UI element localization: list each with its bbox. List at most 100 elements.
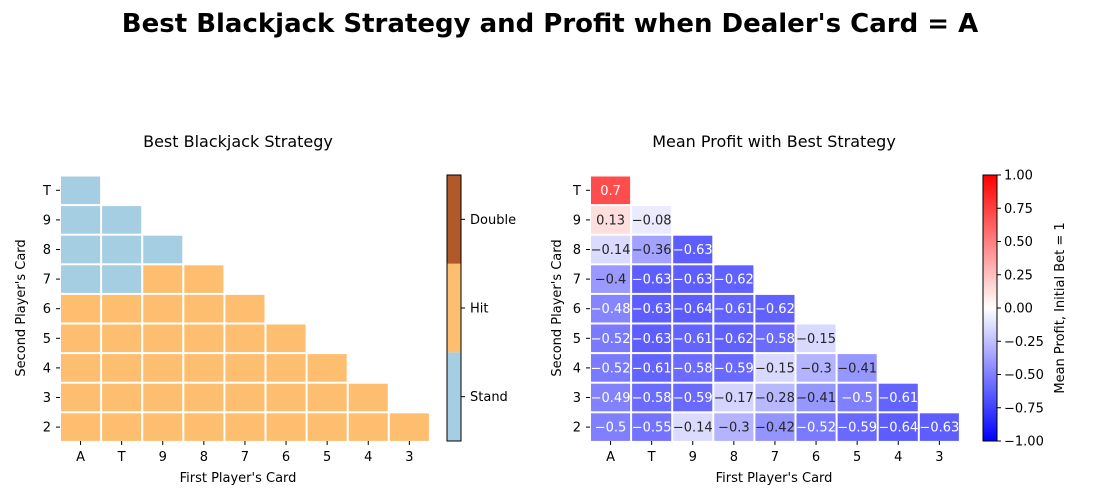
profit-y-tick-label: T [572, 184, 581, 199]
profit-cells: 0.70.13 −0.08−0.14 −0.36 −0.63−0.4 −0.63 −0.6… [591, 176, 959, 441]
strategy-cell-hit [225, 294, 265, 323]
profit-x-tick-label: 7 [771, 450, 779, 465]
strategy-y-tick-label: 6 [43, 302, 51, 317]
strategy-cell-hit [266, 383, 306, 412]
profit-cell [714, 265, 754, 293]
profit-cell-label: −0.15 [796, 332, 836, 347]
strategy-cell-hit [184, 354, 224, 382]
profit-cell [632, 235, 672, 264]
profit-colorbar-tick-label: −1.00 [1004, 435, 1044, 450]
strategy-cell-hit [184, 294, 224, 323]
profit-cell-label: −0.63 [673, 243, 713, 258]
profit-colorbar-tick-label: −0.50 [1004, 368, 1044, 383]
profit-xlabel: First Player's Card [716, 471, 833, 486]
strategy-cell-hit [348, 413, 388, 441]
profit-panel: Mean Profit with Best Strategy First Pla… [550, 132, 1068, 486]
strategy-colorbar: Stand Hit Double [446, 174, 516, 442]
profit-cell [591, 413, 631, 441]
strategy-cell-hit [225, 413, 265, 441]
profit-cell-label: −0.3 [800, 361, 832, 376]
profit-cell [673, 354, 713, 382]
strategy-cell-hit [61, 294, 101, 323]
strategy-cell-hit [102, 294, 142, 323]
profit-cell [591, 294, 631, 323]
profit-cell-label: −0.52 [591, 361, 631, 376]
profit-colorbar-tick-label: 0.25 [1004, 268, 1033, 283]
profit-cell-label: −0.61 [714, 302, 754, 317]
strategy-cell-hit [143, 294, 183, 323]
strategy-cell-hit [143, 354, 183, 382]
profit-cell [714, 324, 754, 353]
figure-title: Best Blackjack Strategy and Profit when … [122, 9, 978, 39]
profit-y-tick-label: 7 [573, 273, 581, 288]
profit-cell [755, 294, 795, 323]
profit-cell [591, 324, 631, 353]
profit-cell-label: −0.42 [755, 421, 795, 436]
profit-cell-label: −0.59 [714, 361, 754, 376]
strategy-cell-hit [307, 354, 347, 382]
profit-cell-label: −0.64 [878, 421, 918, 436]
profit-cell [796, 354, 836, 382]
strategy-panel: Best Blackjack Strategy First Player's C… [14, 132, 516, 486]
profit-x-tick-label: 6 [812, 450, 820, 465]
profit-cell [591, 176, 631, 205]
profit-cell [878, 383, 918, 412]
profit-cell [591, 383, 631, 412]
profit-cell-label: −0.58 [755, 332, 795, 347]
profit-cell-label: −0.63 [673, 273, 713, 288]
strategy-y-tick-label: 9 [43, 213, 51, 228]
profit-y-ticks: T 9 8 7 6 5 4 3 2 [572, 184, 590, 436]
profit-colorbar-gradient [983, 175, 997, 441]
profit-cell [755, 354, 795, 382]
profit-cell-label: 0.7 [600, 184, 621, 199]
strategy-cell-hit [143, 383, 183, 412]
strategy-xlabel: First Player's Card [180, 471, 297, 486]
strategy-y-tick-label: 3 [43, 391, 51, 406]
profit-cell [591, 354, 631, 382]
strategy-cell-hit [143, 413, 183, 441]
strategy-x-tick-label: A [76, 450, 85, 465]
profit-colorbar-tick-label: 0.00 [1004, 302, 1033, 317]
strategy-cell-hit [61, 383, 101, 412]
strategy-title: Best Blackjack Strategy [143, 132, 333, 151]
strategy-x-ticks: A T 9 8 7 6 5 4 3 [76, 441, 413, 465]
strategy-y-tick-label: 5 [43, 332, 51, 347]
profit-cell-label: −0.36 [632, 243, 672, 258]
strategy-x-tick-label: 9 [159, 450, 167, 465]
profit-colorbar-label: Mean Profit, Initial Bet = 1 [1053, 222, 1068, 393]
profit-cell-label: −0.55 [632, 421, 672, 436]
profit-cell-label: −0.62 [755, 302, 795, 317]
strategy-cell-hit [61, 354, 101, 382]
strategy-cell-hit [143, 265, 183, 293]
profit-cell [632, 206, 672, 234]
strategy-cell-hit [102, 324, 142, 353]
profit-cell [632, 354, 672, 382]
strategy-y-tick-label: 7 [43, 273, 51, 288]
profit-cell-label: −0.58 [632, 391, 672, 406]
profit-cell-label: −0.5 [841, 391, 873, 406]
strategy-x-tick-label: 6 [282, 450, 290, 465]
profit-cell [714, 354, 754, 382]
strategy-cell-stand [61, 265, 101, 293]
strategy-cell-hit [307, 413, 347, 441]
profit-cell-label: −0.4 [595, 273, 627, 288]
strategy-cell-hit [61, 324, 101, 353]
strategy-cell-hit [102, 354, 142, 382]
profit-y-tick-label: 5 [573, 332, 581, 347]
profit-colorbar-tick-label: 0.75 [1004, 202, 1033, 217]
profit-x-tick-label: 4 [894, 450, 902, 465]
profit-cell [673, 294, 713, 323]
profit-cell-label: −0.52 [591, 332, 631, 347]
profit-cell-label: −0.61 [673, 332, 713, 347]
strategy-x-tick-label: T [117, 450, 126, 465]
profit-cell [673, 235, 713, 264]
profit-cell [796, 324, 836, 353]
profit-cell [796, 413, 836, 441]
profit-cell [919, 413, 959, 441]
strategy-cells [61, 176, 429, 441]
strategy-colorbar-tick-label: Double [470, 213, 516, 228]
profit-cell-label: −0.62 [714, 273, 754, 288]
strategy-x-tick-label: 4 [364, 450, 372, 465]
profit-colorbar: 1.00 0.75 0.50 0.25 0.00 −0.25 −0.50 −0.75 −1.00 [982, 169, 1044, 450]
